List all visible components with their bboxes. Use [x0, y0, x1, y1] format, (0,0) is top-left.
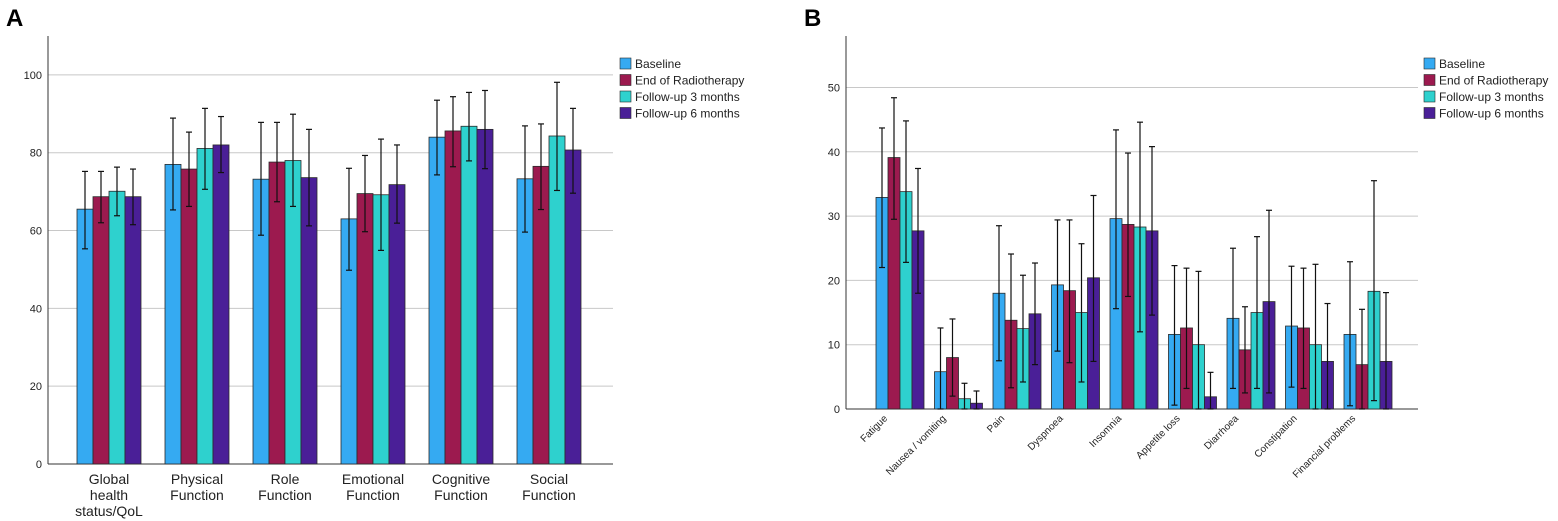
- legend-label-1: End of Radiotherapy: [635, 74, 744, 88]
- category-label-8: Financial problems: [1291, 413, 1358, 480]
- category-label-1: Nausea / vomiting: [884, 413, 948, 477]
- legend-label-3: Follow-up 6 months: [635, 107, 740, 121]
- bar-a-s3-c0: [124, 196, 142, 465]
- category-label-4: Insomnia: [1088, 413, 1125, 450]
- y-tick-label-4: 80: [30, 148, 42, 160]
- legend-swatch-0: [619, 57, 632, 70]
- category-label-7: Constipation: [1253, 413, 1300, 460]
- category-label-5: Appetite loss: [1134, 413, 1182, 461]
- category-label-line: Function: [522, 487, 576, 503]
- category-label-line: Physical: [171, 471, 223, 487]
- category-label-2: Role Function: [258, 471, 312, 503]
- bar-a-s1-c3: [356, 193, 374, 465]
- bar-a-s1-c2: [268, 161, 286, 465]
- category-label-6: Diarrhoea: [1202, 413, 1241, 452]
- category-label-line: Function: [346, 487, 400, 503]
- category-label-line: Function: [258, 487, 312, 503]
- panel-label-a: A: [6, 5, 23, 32]
- category-label-line: Global: [89, 471, 129, 487]
- y-tick-label-0: 0: [36, 459, 42, 471]
- bar-a-s1-c4: [444, 130, 462, 465]
- category-label-line: Cognitive: [432, 471, 491, 487]
- legend-swatch-1: [619, 74, 632, 86]
- legend-label-2: Follow-up 3 months: [635, 90, 740, 104]
- legend-swatch-3: [619, 107, 632, 119]
- panel-label-b: B: [804, 5, 821, 32]
- chart-a: 0 20 40 60 80 100 Global health status/QoL Physic…: [24, 36, 744, 519]
- y-tick-label-3: 60: [30, 226, 42, 238]
- category-label-3: Dyspnoea: [1026, 413, 1066, 453]
- legend-label-0: Baseline: [635, 57, 681, 71]
- bar-a-s3-c4: [476, 128, 494, 465]
- category-label-5: Social Function: [522, 471, 576, 503]
- category-label-0: Fatigue: [859, 413, 891, 445]
- bar-a-s2-c4: [460, 125, 478, 465]
- category-label-line: Social: [530, 471, 568, 487]
- y-tick-label-1: 10: [828, 340, 840, 352]
- y-tick-label-5: 100: [24, 70, 42, 82]
- bar-a-s1-c0: [92, 196, 110, 465]
- y-tick-label-2: 20: [828, 275, 840, 287]
- bar-a-s2-c1: [196, 148, 214, 465]
- bar-a-s3-c3: [388, 184, 406, 465]
- legend-label-2: Follow-up 3 months: [1439, 90, 1544, 104]
- legend-label-3: Follow-up 6 months: [1439, 107, 1544, 121]
- category-label-3: Emotional Function: [342, 471, 404, 503]
- bar-a-s1-c5: [532, 165, 550, 465]
- bar-a-s3-c1: [212, 144, 230, 465]
- category-label-0: Global health status/QoL: [75, 471, 143, 519]
- legend-swatch-2: [619, 90, 632, 103]
- legend-swatch-1: [1423, 74, 1436, 86]
- bar-a-s0-c4: [428, 136, 446, 465]
- category-label-line: Emotional: [342, 471, 404, 487]
- y-tick-label-4: 40: [828, 147, 840, 159]
- category-label-line: health: [90, 487, 128, 503]
- legend-swatch-3: [1423, 107, 1436, 119]
- legend-swatch-2: [1423, 90, 1436, 103]
- legend-label-1: End of Radiotherapy: [1439, 74, 1548, 88]
- y-tick-label-2: 40: [30, 303, 42, 315]
- category-label-2: Pain: [985, 413, 1007, 435]
- category-label-line: status/QoL: [75, 503, 143, 519]
- category-label-1: Physical Function: [170, 471, 224, 503]
- y-tick-label-0: 0: [834, 404, 840, 416]
- category-label-4: Cognitive Function: [432, 471, 491, 503]
- category-label-line: Function: [170, 487, 224, 503]
- bar-a-s2-c0: [108, 190, 126, 465]
- bar-a-s3-c5: [564, 149, 582, 465]
- y-tick-label-3: 30: [828, 211, 840, 223]
- y-tick-label-1: 20: [30, 381, 42, 393]
- bar-a-s1-c1: [180, 168, 198, 465]
- category-label-line: Role: [271, 471, 300, 487]
- y-tick-label-5: 50: [828, 82, 840, 94]
- legend-label-0: Baseline: [1439, 57, 1485, 71]
- legend-swatch-0: [1423, 57, 1436, 70]
- category-label-line: Function: [434, 487, 488, 503]
